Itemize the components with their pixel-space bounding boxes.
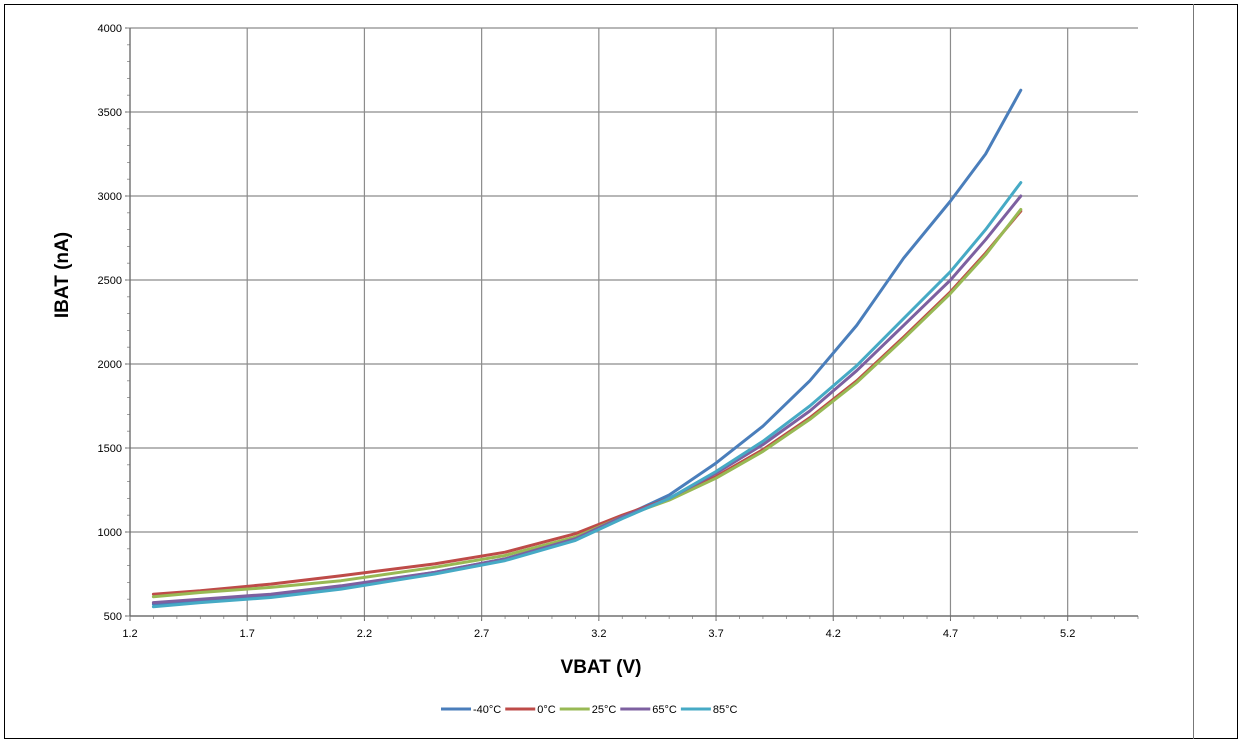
series-line-0 [151,88,1023,606]
x-tick-label: 5.2 [1060,628,1075,640]
series-lines [151,88,1023,609]
x-tick-label: 1.7 [240,628,255,640]
y-tick-label: 3500 [98,107,122,119]
y-tick-label: 2500 [98,275,122,287]
legend-label: 85°C [713,704,738,716]
grid-lines [129,27,1138,617]
legend-label: -40°C [473,704,501,716]
chart-frame [4,4,1238,739]
y-tick-labels: 500 1000 1500 2000 2500 3000 3500 4000 [98,23,122,623]
x-tick-label: 3.7 [708,628,723,640]
y-axis-title: IBAT (nA) [52,232,73,318]
y-tick-label: 1500 [98,443,122,455]
series-line-3 [151,194,1023,605]
x-tick-label: 3.2 [591,628,606,640]
legend: -40°C 0°C 25°C 65°C 85°C [441,704,738,716]
x-tick-labels: 1.2 1.7 2.2 2.7 3.2 3.7 4.2 4.7 5.2 [122,628,1075,640]
series-line-2 [151,207,1023,599]
x-axis-title: VBAT (V) [561,657,642,678]
legend-label: 0°C [537,704,556,716]
legend-label: 25°C [592,704,617,716]
series-line-4 [151,181,1023,609]
x-tick-label: 1.2 [122,628,137,640]
y-tick-label: 4000 [98,23,122,35]
right-divider-line [1193,4,1194,739]
y-tick-label: 3000 [98,191,122,203]
series-line-1 [151,209,1023,596]
axes [125,27,1139,621]
y-tick-label: 2000 [98,359,122,371]
x-tick-label: 2.2 [357,628,372,640]
legend-label: 65°C [652,704,677,716]
x-tick-label: 4.7 [943,628,958,640]
x-tick-label: 4.2 [826,628,841,640]
x-tick-label: 2.7 [474,628,489,640]
y-tick-label: 1000 [98,527,122,539]
y-tick-label: 500 [104,611,122,623]
